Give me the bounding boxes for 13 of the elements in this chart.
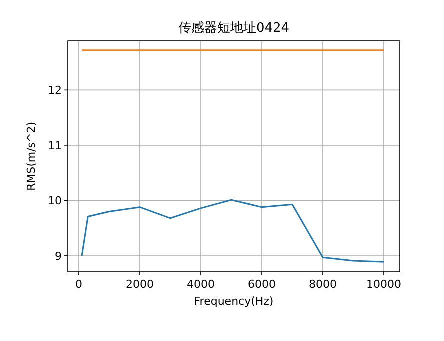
y-tick-label: 11 xyxy=(48,139,62,152)
x-tick-label: 2000 xyxy=(126,278,154,291)
x-axis-title: Frequency(Hz) xyxy=(194,295,274,308)
x-tick-label: 10000 xyxy=(366,278,402,291)
y-tick-label: 9 xyxy=(55,250,62,263)
x-tick-label: 6000 xyxy=(248,278,276,291)
x-tick-label: 4000 xyxy=(186,278,215,291)
x-tick-label: 0 xyxy=(75,278,82,291)
chart-title: 传感器短地址0424 xyxy=(178,21,290,36)
x-tick-label: 8000 xyxy=(308,278,337,291)
y-axis-title: RMS(m/s^2) xyxy=(25,122,38,192)
y-tick-label: 10 xyxy=(48,194,62,208)
y-tick-label: 12 xyxy=(48,84,62,98)
